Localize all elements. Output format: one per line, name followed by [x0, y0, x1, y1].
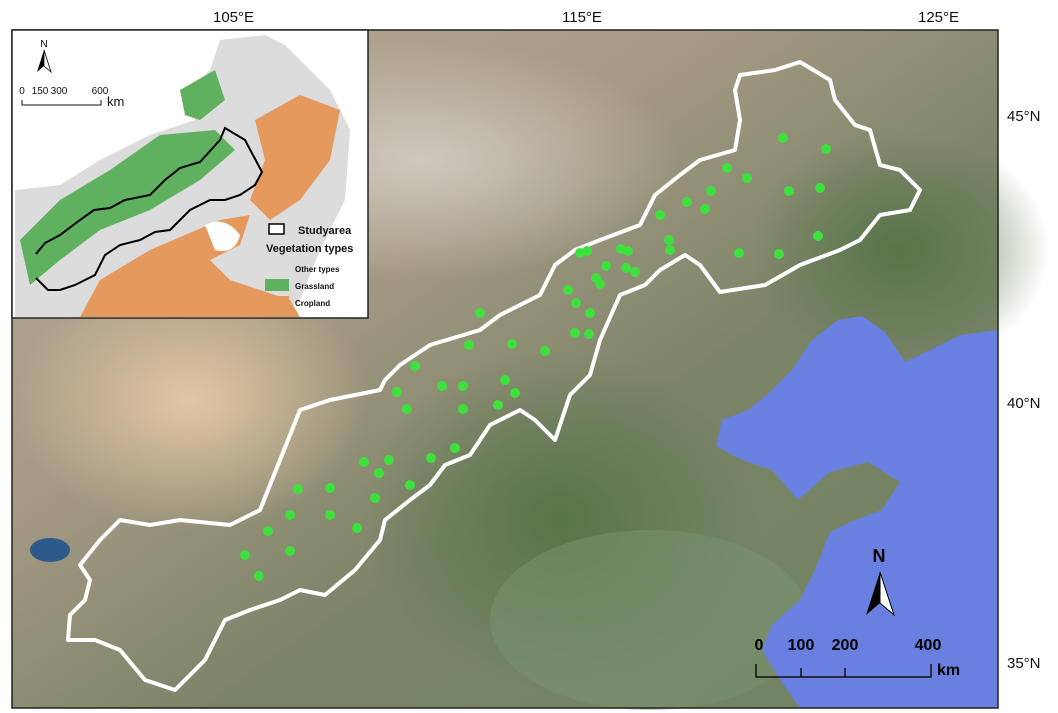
sample-site [734, 248, 744, 258]
sample-site [682, 197, 692, 207]
sample-site [325, 483, 335, 493]
sample-site [263, 526, 273, 536]
sample-site [585, 308, 595, 318]
sample-site [582, 246, 592, 256]
sample-site [325, 510, 335, 520]
sample-site [623, 246, 633, 256]
legend-heading: Vegetation types [266, 243, 353, 255]
sample-site [570, 328, 580, 338]
sample-site [450, 443, 460, 453]
sample-site [706, 186, 716, 196]
sample-site [392, 387, 402, 397]
legend-study-area: Studyarea [298, 225, 352, 237]
sample-site [384, 455, 394, 465]
sample-site [778, 133, 788, 143]
scale-tick: 400 [915, 637, 942, 654]
sample-site [540, 346, 550, 356]
north-arrow-label: N [873, 546, 886, 566]
sample-site [475, 308, 485, 318]
sample-site [405, 480, 415, 490]
legend-item: Cropland [295, 299, 330, 308]
lon-label: 105°E [213, 9, 255, 26]
sea [716, 316, 998, 708]
sample-site [254, 571, 264, 581]
scale-unit: km [937, 662, 960, 679]
sample-site [722, 163, 732, 173]
sample-site [493, 400, 503, 410]
sample-site [426, 453, 436, 463]
study-area-boundary [66, 60, 922, 692]
sample-site [293, 484, 303, 494]
map-frame [11, 29, 999, 709]
sample-site [655, 210, 665, 220]
lat-label: 45°N [1007, 108, 1041, 125]
sample-sites [240, 133, 831, 581]
inset-scale-tick: 600 [92, 86, 109, 97]
scale-bar: 0 100 200 400 km [755, 637, 961, 679]
sample-site [464, 340, 474, 350]
sample-site [285, 510, 295, 520]
sample-site [500, 375, 510, 385]
sample-site [410, 361, 420, 371]
sample-site [458, 381, 468, 391]
legend-item: Other types [295, 265, 340, 274]
inset-legend: Studyarea Vegetation types Other types G… [265, 223, 353, 308]
sample-site [584, 329, 594, 339]
inset-north-label: N [40, 39, 47, 50]
sample-site [630, 267, 640, 277]
sample-site [821, 144, 831, 154]
sample-site [359, 457, 369, 467]
sample-site [571, 298, 581, 308]
scale-tick: 100 [788, 637, 815, 654]
sample-site [742, 173, 752, 183]
lon-label: 115°E [562, 9, 602, 26]
scale-tick: 200 [832, 637, 859, 654]
sample-site [813, 231, 823, 241]
inset-map: N 0 150 300 600 km Studyarea Vegetation … [11, 29, 369, 319]
sample-site [601, 261, 611, 271]
inset-scale-tick: 300 [51, 86, 68, 97]
sample-site [458, 404, 468, 414]
sample-site [510, 388, 520, 398]
sample-site [402, 404, 412, 414]
sample-site [815, 183, 825, 193]
sample-site [665, 245, 675, 255]
sample-site [352, 523, 362, 533]
inset-scale-tick: 150 [32, 86, 49, 97]
sample-site [437, 381, 447, 391]
sample-site [370, 493, 380, 503]
inset-scale-unit: km [107, 94, 124, 109]
sample-site [621, 263, 631, 273]
lake [30, 538, 70, 562]
lat-label: 40°N [1007, 395, 1041, 412]
sample-site [700, 204, 710, 214]
sample-site [507, 339, 517, 349]
lon-label: 125°E [918, 9, 960, 26]
legend-item: Grassland [295, 282, 334, 291]
sample-site [595, 279, 605, 289]
sample-site [563, 285, 573, 295]
north-arrow: N [866, 546, 896, 617]
sample-site [285, 546, 295, 556]
scale-tick: 0 [755, 637, 764, 654]
inset-scale-tick: 0 [19, 86, 25, 97]
lat-label: 35°N [1007, 655, 1041, 672]
sample-site [784, 186, 794, 196]
sample-site [774, 249, 784, 259]
sample-site [664, 235, 674, 245]
sample-site [240, 550, 250, 560]
sample-site [374, 468, 384, 478]
